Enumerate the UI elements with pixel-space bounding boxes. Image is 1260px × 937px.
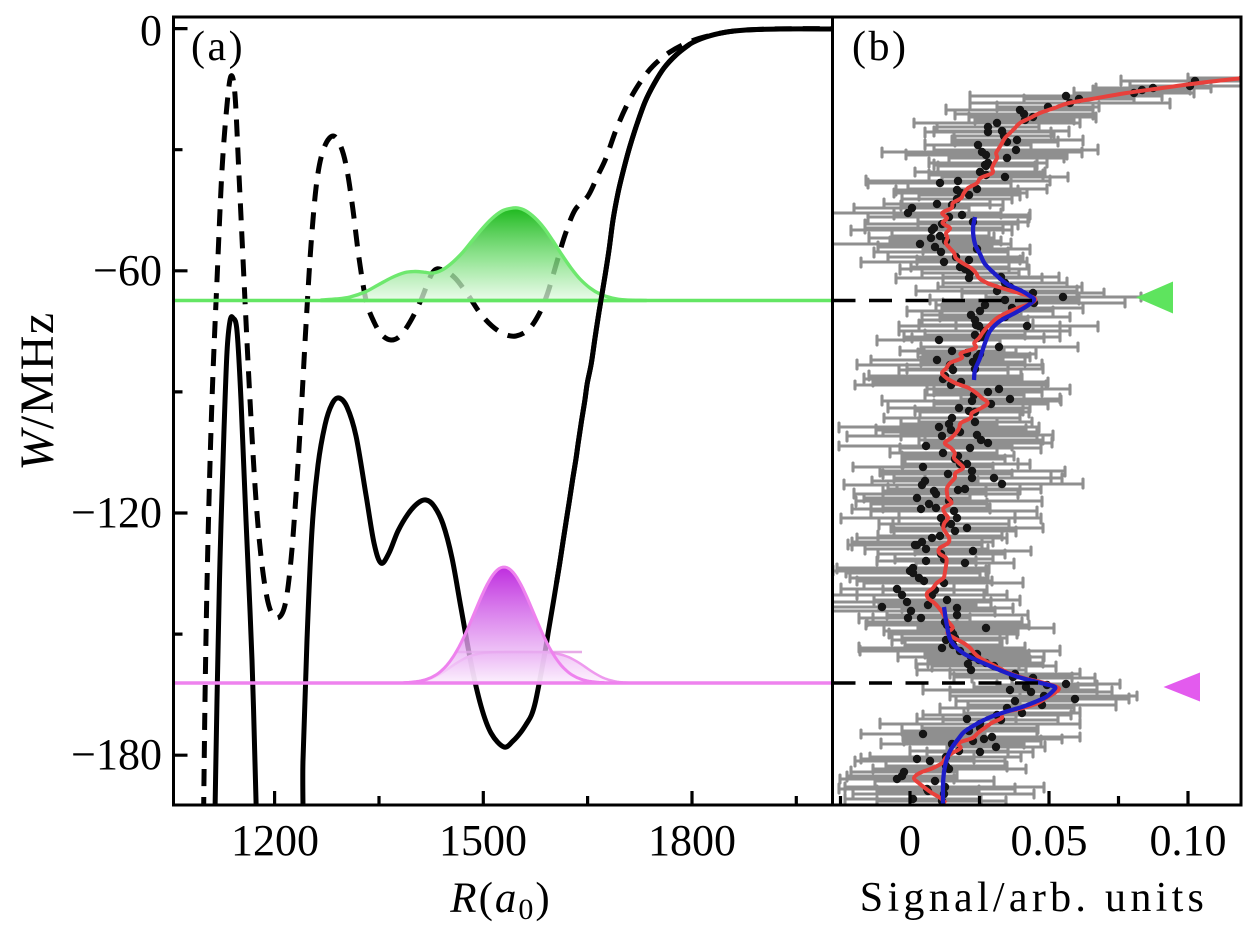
- svg-text:1200: 1200: [231, 816, 319, 865]
- svg-text:0.10: 0.10: [1150, 816, 1227, 865]
- svg-text:1800: 1800: [648, 816, 736, 865]
- svg-text:1500: 1500: [439, 816, 527, 865]
- svg-text:0: 0: [899, 816, 921, 865]
- svg-text:0.05: 0.05: [1011, 816, 1088, 865]
- svg-text:(a): (a): [191, 24, 245, 70]
- svg-text:−180: −180: [71, 730, 162, 779]
- svg-text:R(a0): R(a0): [449, 875, 551, 926]
- svg-text:(b): (b): [852, 24, 908, 70]
- svg-text:−60: −60: [93, 246, 162, 295]
- svg-text:0: 0: [140, 6, 162, 55]
- svg-text:W/MHz: W/MHz: [11, 311, 64, 470]
- svg-text:Signal/arb. units: Signal/arb. units: [860, 875, 1208, 921]
- svg-text:−120: −120: [71, 488, 162, 537]
